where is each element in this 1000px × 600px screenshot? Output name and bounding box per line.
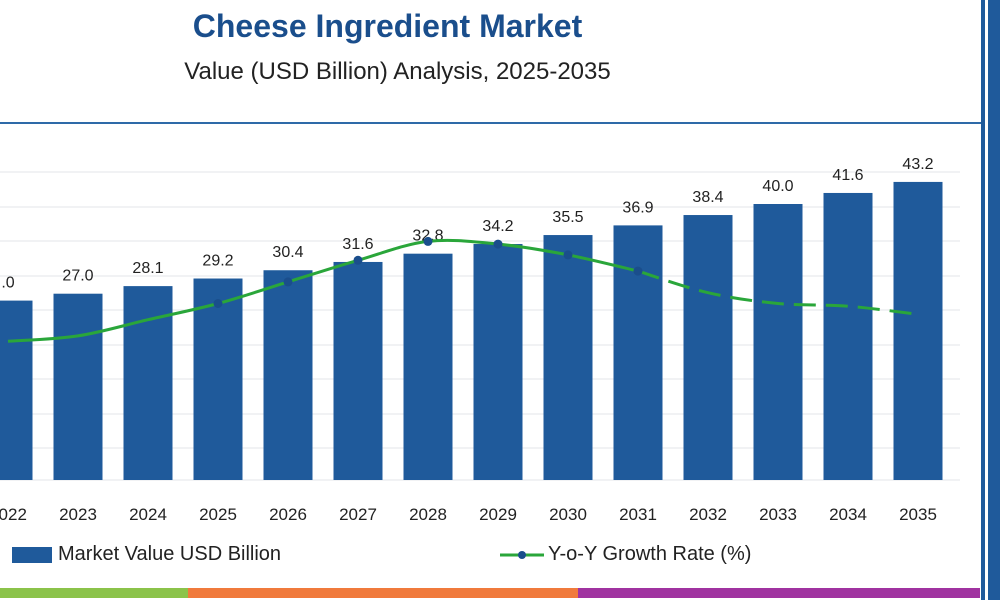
bar-label-2029: 34.2 <box>482 218 513 235</box>
x-tick-2034: 2034 <box>829 505 867 524</box>
bar-label-2030: 35.5 <box>552 209 583 226</box>
x-tick-2027: 2027 <box>339 505 377 524</box>
bar-series <box>0 181 943 481</box>
x-tick-2023: 2023 <box>59 505 97 524</box>
x-tick-2025: 2025 <box>199 505 237 524</box>
right-edge-gap <box>985 0 988 600</box>
x-tick-2026: 2026 <box>269 505 307 524</box>
bar-2025 <box>193 278 243 480</box>
bar-2029 <box>473 244 523 480</box>
growth-point-2027 <box>353 255 363 265</box>
bar-label-2032: 38.4 <box>692 189 723 206</box>
bottom-stripe-orange <box>188 588 578 598</box>
x-tick-2035: 2035 <box>899 505 937 524</box>
growth-line-dashed <box>637 269 919 316</box>
bar-2028 <box>403 253 453 480</box>
growth-point-2028 <box>423 236 433 246</box>
bar-label-2024: 28.1 <box>132 260 163 277</box>
bar-label-2022: .0 <box>1 275 14 292</box>
bar-2032 <box>683 215 733 481</box>
bar-2023 <box>53 293 103 480</box>
x-tick-2030: 2030 <box>549 505 587 524</box>
growth-point-2029 <box>493 239 503 249</box>
x-tick-2024: 2024 <box>129 505 167 524</box>
x-tick-2033: 2033 <box>759 505 797 524</box>
legend-bar-swatch <box>12 547 52 563</box>
bar-2026 <box>263 270 313 480</box>
x-tick-2032: 2032 <box>689 505 727 524</box>
bar-2034 <box>823 192 873 480</box>
x-tick-2028: 2028 <box>409 505 447 524</box>
bottom-stripe-purple <box>578 588 980 598</box>
bar-label-2031: 36.9 <box>622 199 653 216</box>
x-tick-2031: 2031 <box>619 505 657 524</box>
bar-label-2023: 27.0 <box>62 268 93 285</box>
legend-line-label: Y-o-Y Growth Rate (%) <box>548 543 752 565</box>
bar-2033 <box>753 204 803 480</box>
bottom-stripe-green <box>0 588 188 598</box>
growth-point-2026 <box>283 277 293 287</box>
bar-2022 <box>0 300 33 480</box>
chart-title: Cheese Ingredient Market <box>192 8 583 44</box>
legend-line-swatch <box>500 551 544 559</box>
bar-label-2025: 29.2 <box>202 253 233 270</box>
growth-point-2025 <box>213 299 223 308</box>
x-tick-2029: 2029 <box>479 505 517 524</box>
legend: Market Value USD Billion Y-o-Y Growth Ra… <box>0 541 975 571</box>
growth-line-solid <box>7 238 639 343</box>
growth-line-series <box>7 236 919 343</box>
legend-bar-label: Market Value USD Billion <box>58 543 282 565</box>
growth-point-2031 <box>633 266 643 276</box>
bar-label-2026: 30.4 <box>272 244 303 261</box>
chart-subtitle: Value (USD Billion) Analysis, 2025-2035 <box>184 58 611 85</box>
growth-point-2030 <box>563 250 573 260</box>
bar-2027 <box>333 261 383 480</box>
bar-2035 <box>893 181 943 481</box>
bar-label-2034: 41.6 <box>832 167 863 184</box>
bar-label-2033: 40.0 <box>762 178 793 195</box>
bar-label-2027: 31.6 <box>342 236 373 253</box>
bar-label-2035: 43.2 <box>902 156 933 173</box>
bar-2031 <box>613 225 663 480</box>
header-divider <box>0 122 985 124</box>
bar-2030 <box>543 235 593 480</box>
bar-value-labels: .0 27.0 28.1 29.2 30.4 31.6 32.834.235.536.938… <box>1 156 933 292</box>
